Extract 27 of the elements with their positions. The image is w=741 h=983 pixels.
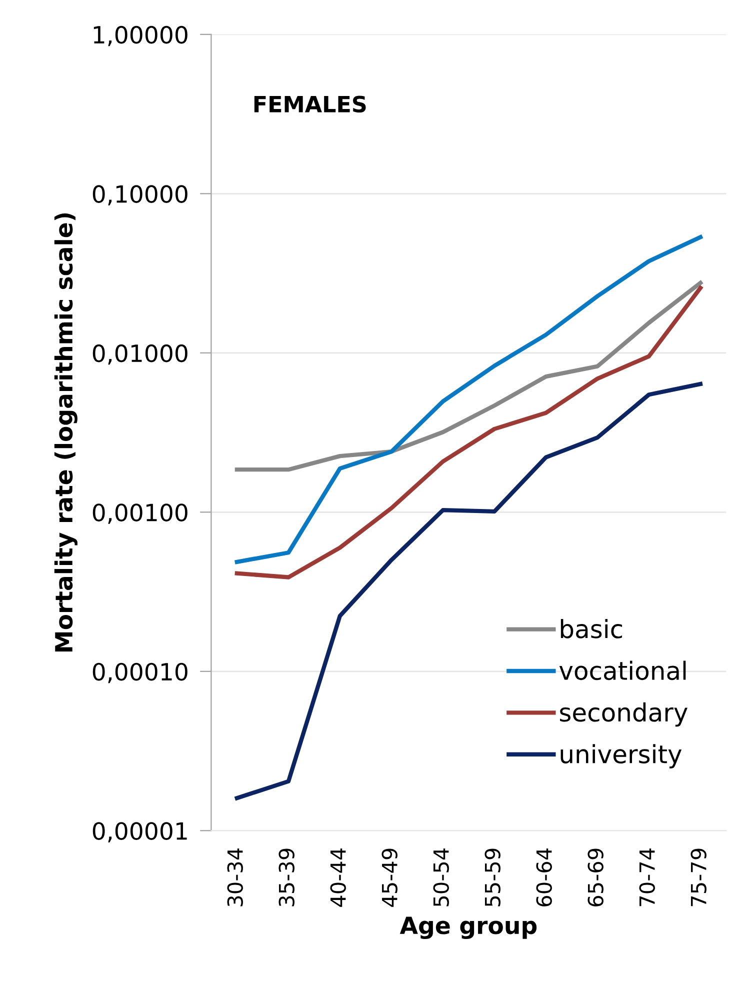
x-tick-label: 70-74 <box>639 848 655 906</box>
x-tick-label: 60-64 <box>536 848 552 906</box>
y-tick-label: 0,10000 <box>92 185 188 206</box>
x-tick-label: 30-34 <box>227 848 243 906</box>
line-series <box>234 382 703 800</box>
x-tick-label: 55-59 <box>484 848 500 906</box>
line-series <box>234 235 703 564</box>
legend-label: secondary <box>560 702 688 727</box>
legend-label: basic <box>560 619 622 638</box>
x-tick-label: 45-49 <box>382 848 398 907</box>
y-tick-label: 0,01000 <box>92 344 188 365</box>
legend-label: vocational <box>559 660 686 680</box>
y-axis-title: Mortality rate (logarithmic scale) <box>54 213 78 652</box>
x-tick-label: 40-44 <box>330 848 346 907</box>
y-tick-label: 0,00010 <box>92 662 188 684</box>
y-tick-label: 0,00001 <box>92 822 187 842</box>
line-series <box>234 286 703 580</box>
y-tick-label: 0,00100 <box>92 504 188 524</box>
x-axis-title: Age group <box>400 916 537 940</box>
annotation: FEMALES <box>254 96 366 113</box>
x-tick-label: 75-79 <box>690 848 706 906</box>
line-series <box>234 280 703 472</box>
x-tick-label: 35-39 <box>278 848 294 906</box>
x-tick-label: 65-69 <box>588 848 604 906</box>
y-tick-label: 1,00000 <box>94 26 188 46</box>
x-tick-label: 50-54 <box>433 848 449 906</box>
legend-label: university <box>560 744 682 768</box>
